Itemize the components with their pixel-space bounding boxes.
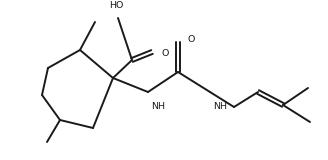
Text: O: O — [188, 36, 195, 44]
Text: NH: NH — [213, 102, 227, 111]
Text: O: O — [162, 49, 169, 59]
Text: HO: HO — [109, 1, 123, 10]
Text: NH: NH — [151, 102, 165, 111]
